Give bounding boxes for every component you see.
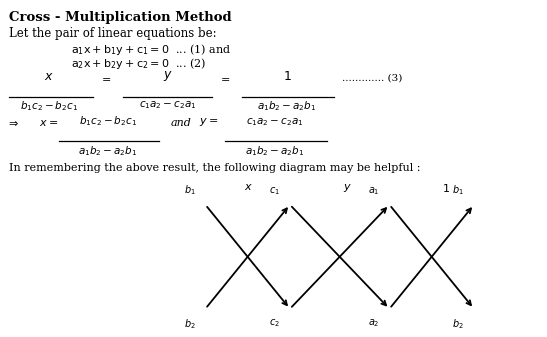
Text: $b_2$: $b_2$ — [452, 317, 464, 331]
Text: $\mathsf{a_1x + b_1y + c_1 = 0}$  ... (1) and: $\mathsf{a_1x + b_1y + c_1 = 0}$ ... (1)… — [71, 42, 231, 57]
Text: ............. (3): ............. (3) — [342, 74, 402, 83]
Text: $a_1b_2-a_2b_1$: $a_1b_2-a_2b_1$ — [257, 99, 317, 113]
Text: $y=$: $y=$ — [199, 116, 219, 128]
Text: $y$: $y$ — [343, 182, 352, 194]
Text: $x$: $x$ — [44, 70, 54, 83]
Text: $a_2$: $a_2$ — [368, 317, 380, 329]
Text: $x=$: $x=$ — [39, 118, 59, 128]
Text: $a_1b_2-a_2b_1$: $a_1b_2-a_2b_1$ — [78, 144, 137, 158]
Text: $=$: $=$ — [98, 73, 111, 83]
Text: $=$: $=$ — [218, 73, 230, 83]
Text: Cross - Multiplication Method: Cross - Multiplication Method — [9, 11, 232, 24]
Text: $c_1a_2-c_2a_1$: $c_1a_2-c_2a_1$ — [139, 99, 196, 111]
Text: Let the pair of linear equations be:: Let the pair of linear equations be: — [9, 27, 217, 40]
Text: $b_2$: $b_2$ — [184, 317, 195, 331]
Text: $1$: $1$ — [283, 70, 292, 83]
Text: In remembering the above result, the following diagram may be helpful :: In remembering the above result, the fol… — [9, 163, 421, 173]
Text: $\mathsf{a_2x + b_2y + c_2 = 0}$  ... (2): $\mathsf{a_2x + b_2y + c_2 = 0}$ ... (2) — [71, 56, 207, 71]
Text: $b_1c_2-b_2c_1$: $b_1c_2-b_2c_1$ — [20, 99, 78, 113]
Text: $b_1$: $b_1$ — [184, 183, 195, 197]
Text: $a_1b_2-a_2b_1$: $a_1b_2-a_2b_1$ — [245, 144, 305, 158]
Text: $a_1$: $a_1$ — [368, 185, 380, 197]
Text: $c_1$: $c_1$ — [269, 185, 280, 197]
Text: $c_2$: $c_2$ — [269, 317, 280, 329]
Text: $x$: $x$ — [243, 182, 253, 192]
Text: $b_1$: $b_1$ — [452, 183, 464, 197]
Text: $y$: $y$ — [162, 69, 172, 83]
Text: $c_1a_2-c_2a_1$: $c_1a_2-c_2a_1$ — [246, 117, 304, 128]
Text: $1$: $1$ — [442, 182, 450, 194]
Text: $b_1c_2-b_2c_1$: $b_1c_2-b_2c_1$ — [79, 115, 137, 128]
Text: and: and — [171, 118, 191, 128]
Text: $\Rightarrow$: $\Rightarrow$ — [7, 118, 19, 128]
